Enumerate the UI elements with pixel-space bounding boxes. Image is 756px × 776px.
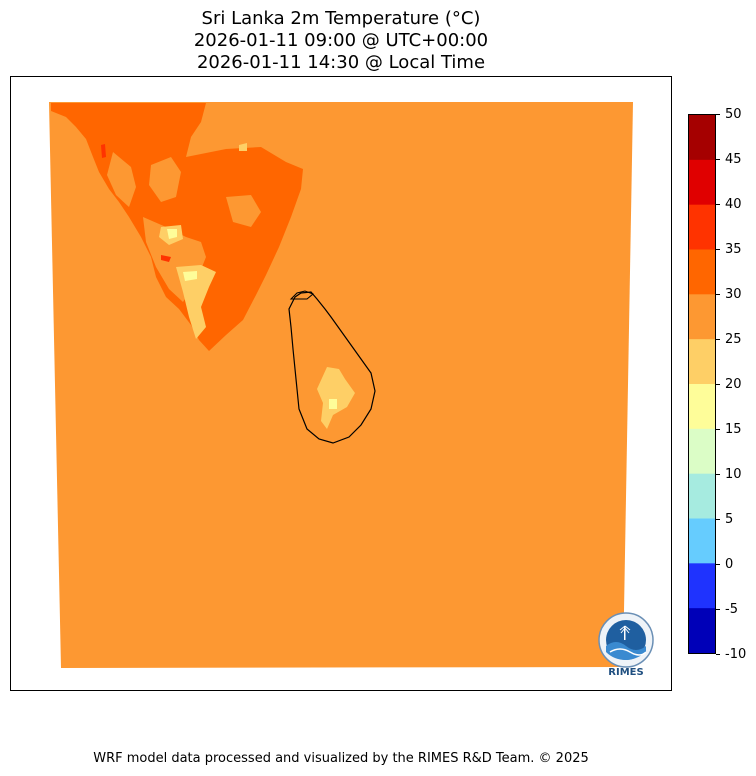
colorbar-tick: -10 bbox=[716, 647, 746, 662]
temperature-map bbox=[49, 102, 633, 668]
colorbar-tick: 10 bbox=[716, 467, 742, 482]
india-cool-patch bbox=[239, 143, 247, 151]
footer-credit: WRF model data processed and visualized … bbox=[93, 751, 589, 766]
colorbar-tick: 25 bbox=[716, 332, 742, 347]
india-moderate-patch bbox=[226, 195, 261, 227]
colorbar-bin bbox=[689, 339, 715, 385]
colorbar-tick: 45 bbox=[716, 152, 742, 167]
colorbar-tick: 50 bbox=[716, 107, 742, 122]
india-hot-spot bbox=[161, 255, 171, 262]
colorbar-bin bbox=[689, 294, 715, 340]
india-moderate-patch bbox=[107, 152, 136, 207]
colorbar-tick: 30 bbox=[716, 287, 742, 302]
sri-lanka-highland-cool-patch bbox=[317, 367, 355, 429]
colorbar-bins bbox=[689, 115, 715, 653]
colorbar-bin bbox=[689, 518, 715, 564]
sri-lanka-highland-coolest-patch bbox=[329, 399, 337, 409]
india-coolest-patch bbox=[183, 271, 197, 281]
colorbar-tick: 20 bbox=[716, 377, 742, 392]
logo-text: RIMES bbox=[608, 667, 643, 678]
title-line-utc-time: 2026-01-11 09:00 @ UTC+00:00 bbox=[193, 30, 489, 51]
india-cool-patch bbox=[176, 265, 216, 339]
colorbar-tick: -5 bbox=[716, 602, 738, 617]
sri-lanka-coastline bbox=[288, 291, 376, 444]
map-title: Sri Lanka 2m Temperature (°C) 2026-01-11… bbox=[0, 8, 682, 74]
colorbar-bin bbox=[689, 115, 715, 161]
colorbar-ticks: 50 45 40 35 30 25 20 15 10 5 0 -5 -10 bbox=[716, 107, 756, 662]
title-line-variable: Sri Lanka 2m Temperature (°C) bbox=[201, 8, 481, 29]
colorbar-bin bbox=[689, 428, 715, 475]
india-coolest-patch bbox=[167, 229, 177, 239]
colorbar-tick: 35 bbox=[716, 242, 742, 257]
colorbar-tick: 15 bbox=[716, 422, 742, 437]
colorbar-tick: 0 bbox=[716, 557, 733, 572]
colorbar-bin bbox=[689, 249, 715, 295]
colorbar-bin bbox=[689, 204, 715, 250]
colorbar-bin bbox=[689, 473, 715, 519]
india-moderate-patch bbox=[149, 157, 181, 202]
india-hot-spot bbox=[101, 144, 106, 158]
map-panel bbox=[10, 76, 672, 691]
colorbar-tick: 5 bbox=[716, 512, 733, 527]
colorbar-bin bbox=[689, 608, 715, 653]
colorbar-bin bbox=[689, 384, 715, 430]
rimes-logo: RIMES bbox=[596, 612, 656, 678]
jaffna-peninsula-coastline bbox=[289, 290, 314, 300]
colorbar bbox=[688, 114, 716, 654]
colorbar-bin bbox=[689, 159, 715, 206]
colorbar-tick: 40 bbox=[716, 197, 742, 212]
colorbar-bin bbox=[689, 563, 715, 609]
title-line-local-time: 2026-01-11 14:30 @ Local Time bbox=[196, 52, 486, 73]
